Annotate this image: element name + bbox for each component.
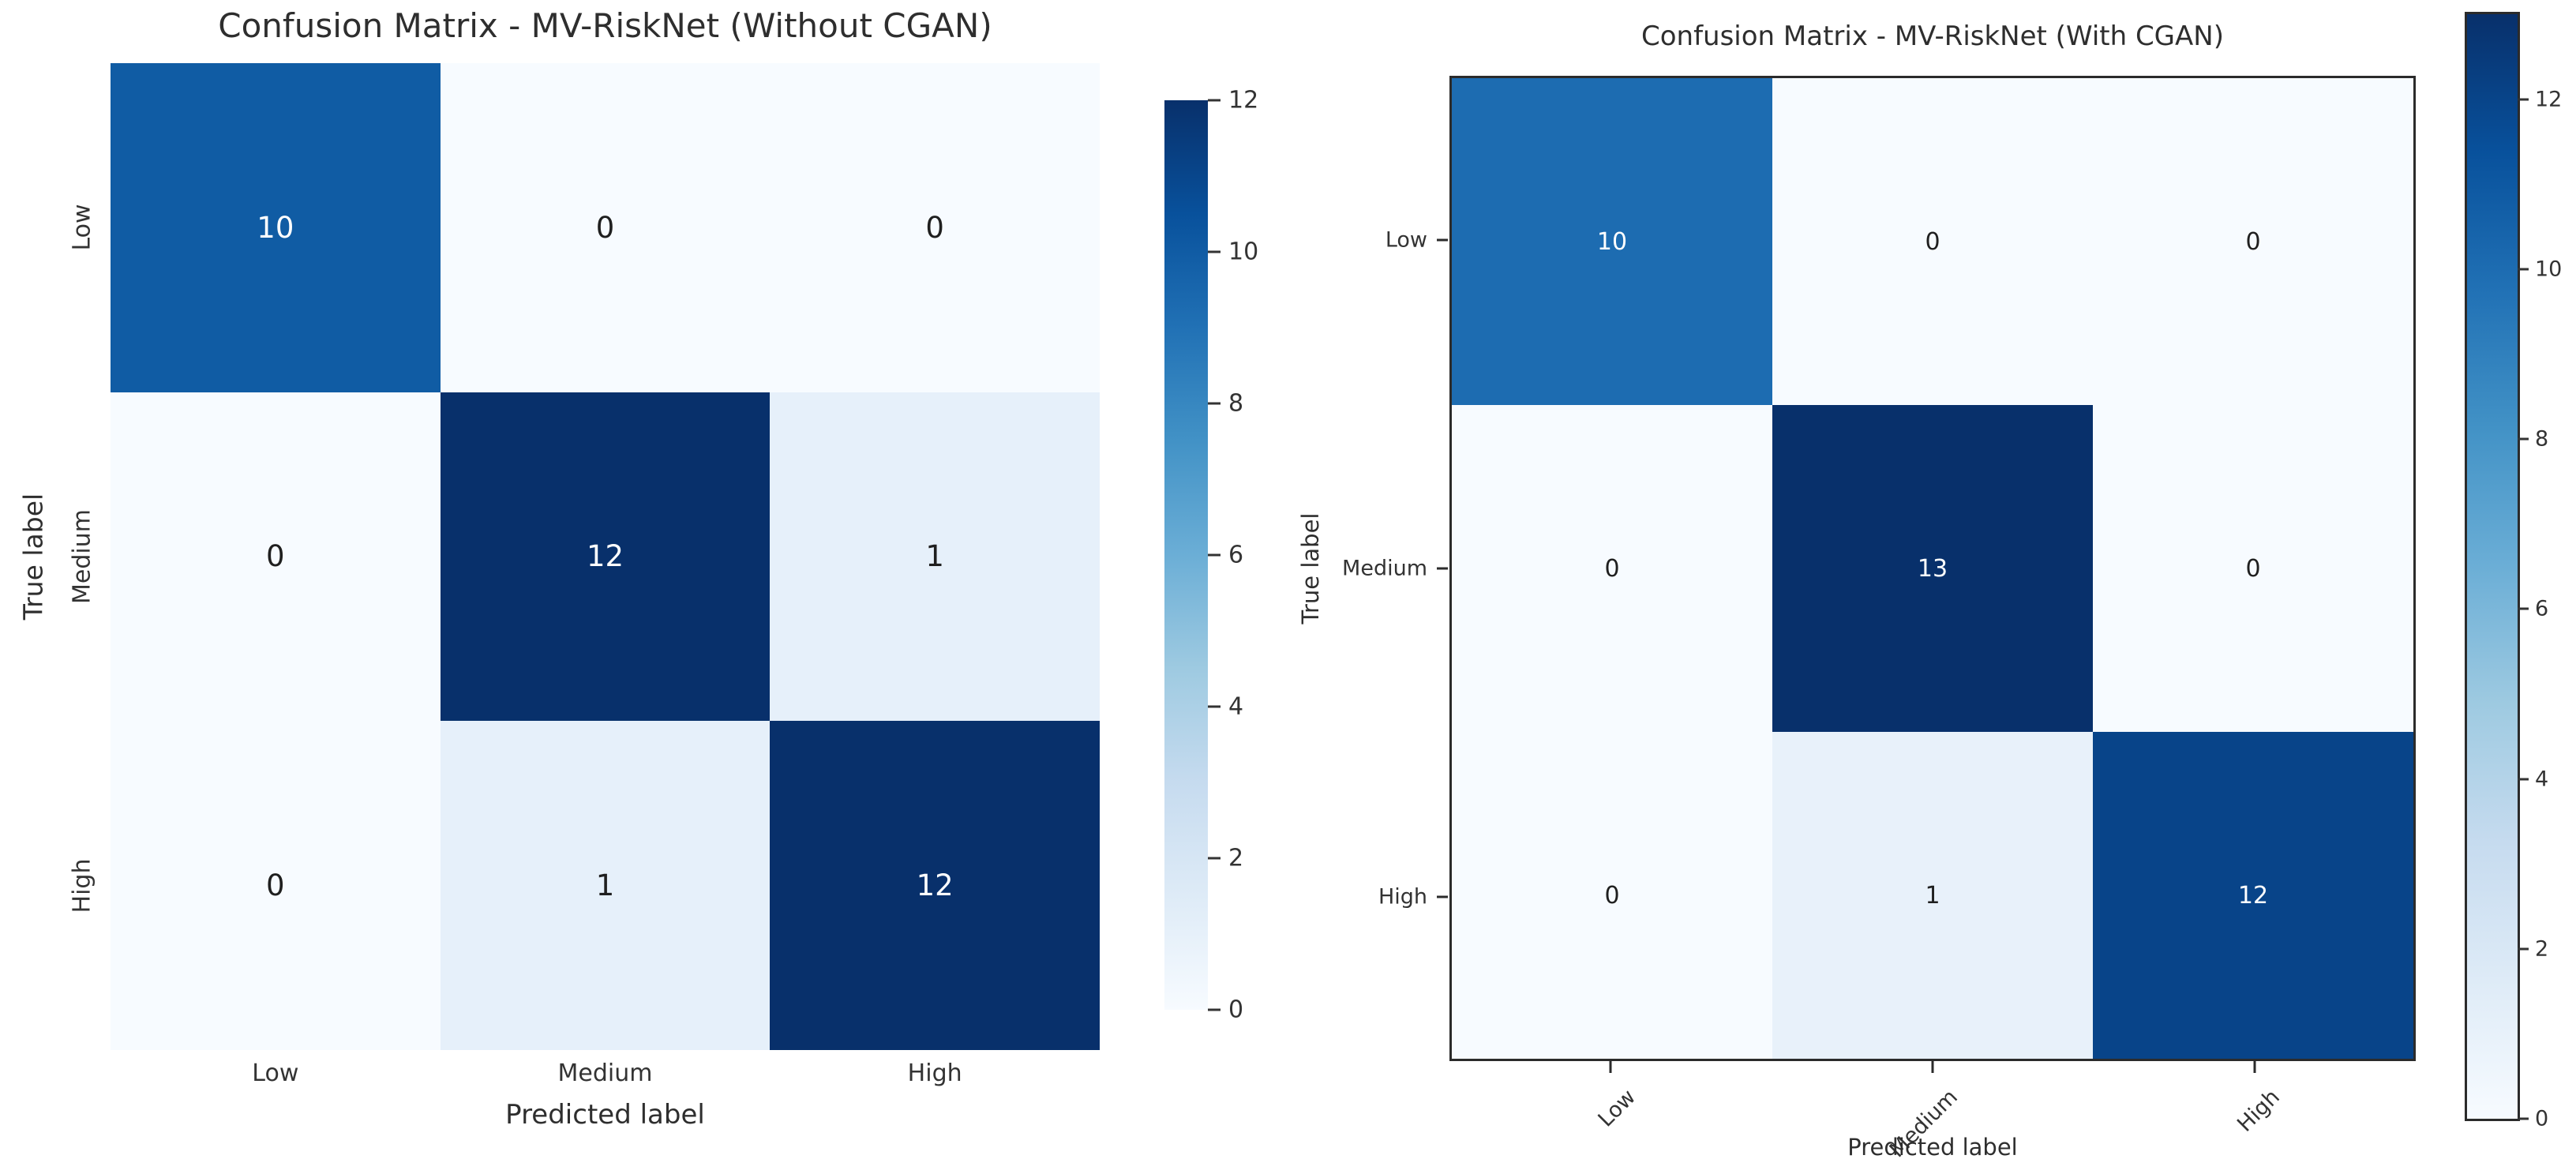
colorbar-tick-12: 12 (2535, 87, 2563, 112)
cell-high-low: 0 (111, 721, 441, 1050)
colorbar-tick-mark (1208, 250, 1221, 253)
x-tick-mark (1609, 1061, 1612, 1073)
colorbar-tick-mark (2518, 778, 2529, 781)
cell-medium-low: 0 (111, 392, 441, 722)
cell-medium-medium: 13 (1772, 405, 2093, 732)
cell-low-low: 10 (111, 63, 441, 392)
x-axis-title-with-cgan: Predicted label (1847, 1134, 2018, 1161)
colorbar-tick-mark (1208, 857, 1221, 860)
x-tick-labels-without-cgan: Low Medium High (111, 1060, 1100, 1094)
cell-low-medium: 0 (440, 63, 771, 392)
colorbar-tick-4: 4 (1228, 692, 1244, 721)
cell-high-medium: 1 (1772, 732, 2093, 1059)
colorbar-tick-10: 10 (2535, 257, 2563, 282)
cell-high-low: 0 (1452, 732, 1772, 1059)
chart-title-with-cgan: Confusion Matrix - MV-RiskNet (With CGAN… (1640, 21, 2224, 52)
colorbar-tick-8: 8 (1228, 389, 1244, 418)
colorbar-tick-mark (1208, 553, 1221, 557)
y-tick-mark (1437, 895, 1448, 898)
cell-medium-medium: 12 (440, 392, 771, 722)
x-tick-labels-with-cgan: Low Medium High (1449, 1061, 2416, 1172)
cell-high-high: 12 (770, 721, 1100, 1050)
colorbar-without-cgan: 0 2 4 6 8 10 12 (1164, 87, 1258, 1024)
cell-medium-high: 0 (2093, 405, 2413, 732)
colorbar-tick-mark (2518, 98, 2529, 101)
colorbar-with-cgan: 0 2 4 6 8 10 12 (2465, 12, 2562, 1131)
cell-low-high: 0 (2093, 78, 2413, 405)
cell-low-low: 10 (1452, 78, 1772, 405)
colorbar-tick-mark (1208, 1008, 1221, 1011)
x-tick-mark (1931, 1061, 1934, 1073)
cell-medium-high: 1 (770, 392, 1100, 722)
colorbar-tick-0: 0 (1228, 996, 1244, 1024)
y-axis-title-with-cgan: True label (1297, 512, 1324, 625)
chart-title-without-cgan: Confusion Matrix - MV-RiskNet (Without C… (218, 6, 992, 45)
x-axis-title-without-cgan: Predicted label (505, 1099, 705, 1131)
x-tick-low: Low (1593, 1085, 1640, 1132)
y-tick-medium: Medium (1342, 556, 1427, 581)
colorbar-tick-mark (2518, 607, 2529, 610)
cell-low-high: 0 (770, 63, 1100, 392)
colorbar-tick-mark (2518, 437, 2529, 441)
colorbar-tick-0: 0 (2535, 1106, 2549, 1131)
y-tick-high: High (1378, 884, 1427, 910)
colorbar-tick-mark (1208, 402, 1221, 405)
y-tick-medium: Medium (68, 509, 96, 604)
colorbar-tick-6: 6 (2535, 596, 2549, 621)
colorbar-tick-6: 6 (1228, 541, 1244, 569)
colorbar-gradient (1164, 100, 1208, 1010)
colorbar-tick-mark (1208, 705, 1221, 708)
colorbar-tick-mark (1208, 99, 1221, 102)
colorbar-tick-mark (2518, 268, 2529, 271)
cell-medium-low: 0 (1452, 405, 1772, 732)
colorbar-tick-mark (2518, 947, 2529, 951)
heatmap-with-cgan: 10 0 0 0 13 0 0 1 12 (1449, 76, 2416, 1061)
colorbar-tick-4: 4 (2535, 767, 2549, 792)
x-tick-medium: Medium (557, 1060, 653, 1087)
colorbar-tick-mark (2518, 1117, 2529, 1120)
y-tick-low: Low (1385, 227, 1427, 253)
colorbar-tick-10: 10 (1228, 238, 1259, 266)
y-tick-mark (1437, 567, 1448, 570)
x-tick-high: High (907, 1060, 962, 1087)
heatmap-without-cgan: 10 0 0 0 12 1 0 1 12 (111, 63, 1100, 1050)
colorbar-tick-8: 8 (2535, 426, 2549, 452)
colorbar-tick-12: 12 (1228, 86, 1259, 114)
y-tick-labels-with-cgan: Low Medium High (1281, 76, 1448, 1061)
x-tick-high: High (2233, 1085, 2285, 1137)
y-tick-low: Low (68, 204, 96, 251)
colorbar-tick-2: 2 (2535, 936, 2549, 962)
x-tick-low: Low (252, 1060, 299, 1087)
cell-low-medium: 0 (1772, 78, 2093, 405)
cell-high-high: 12 (2093, 732, 2413, 1059)
colorbar-tick-2: 2 (1228, 844, 1244, 872)
cell-high-medium: 1 (440, 721, 771, 1050)
x-tick-mark (2253, 1061, 2256, 1073)
y-tick-labels-without-cgan: Low Medium High (55, 63, 109, 1050)
colorbar-gradient (2467, 14, 2518, 1119)
y-tick-mark (1437, 238, 1448, 242)
y-axis-title-without-cgan: True label (17, 493, 49, 621)
y-tick-high: High (68, 858, 96, 913)
